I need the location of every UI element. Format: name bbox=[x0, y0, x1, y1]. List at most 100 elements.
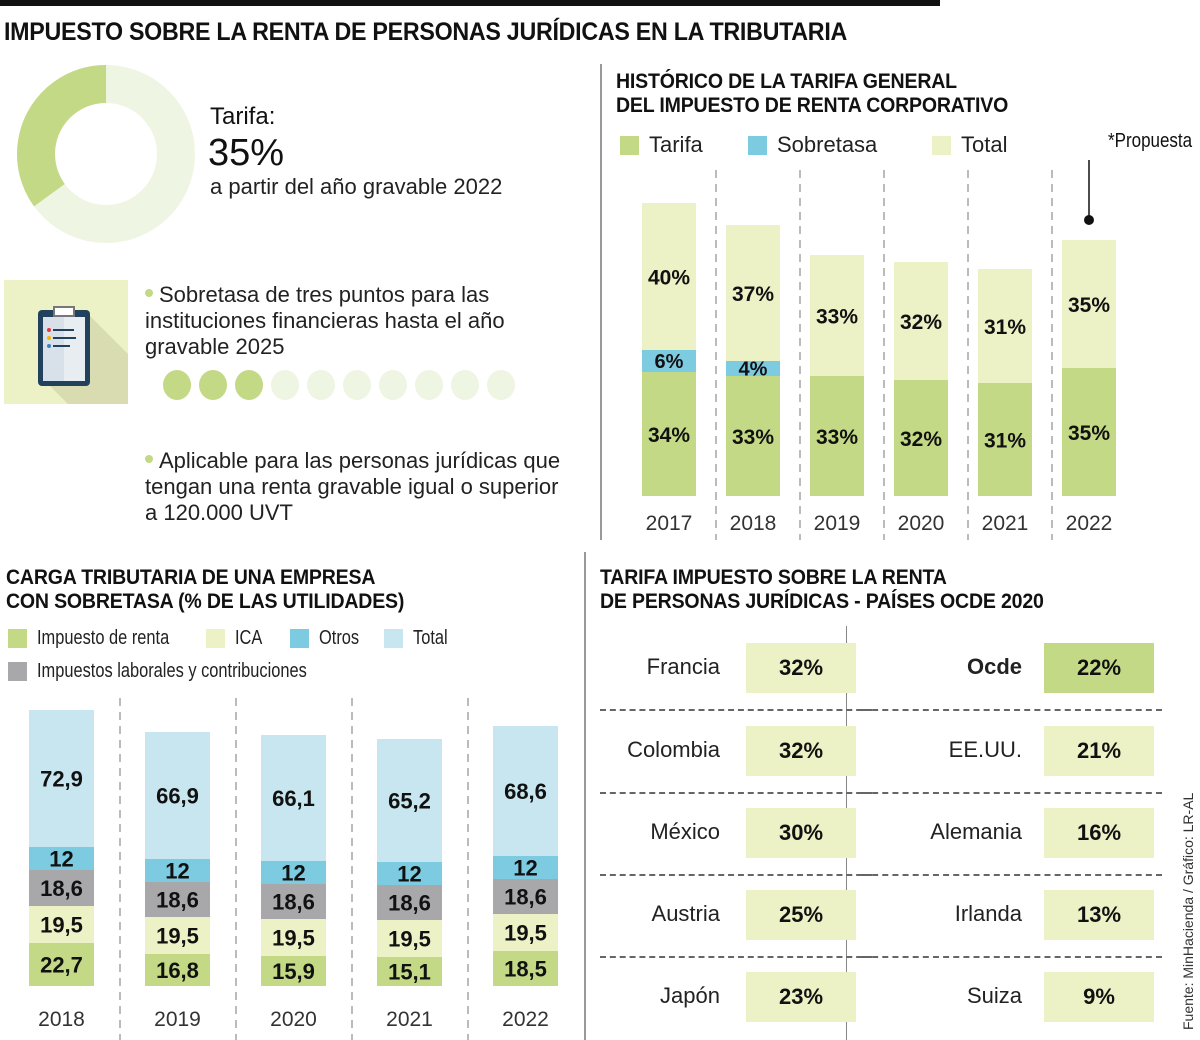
bar-total bbox=[29, 710, 94, 847]
bar-laborales bbox=[261, 884, 326, 919]
legend-label-total: Total bbox=[961, 132, 1008, 157]
bar-laborales bbox=[29, 870, 94, 906]
rate-value: 35% bbox=[208, 132, 285, 174]
bar-otros bbox=[145, 859, 210, 882]
oecd-country-name: Alemania bbox=[930, 819, 1022, 844]
x-tick-label: 2020 bbox=[898, 512, 945, 535]
burden-legend: Otros bbox=[290, 627, 368, 650]
history-title-line: DEL IMPUESTO DE RENTA CORPORATIVO bbox=[616, 94, 1009, 117]
row-separator bbox=[862, 792, 1162, 794]
label-otros: 12 bbox=[49, 847, 73, 872]
bar-impuesto-renta bbox=[261, 956, 326, 986]
bar-tarifa bbox=[978, 383, 1032, 496]
rate-subtitle: a partir del año gravable 2022 bbox=[210, 174, 503, 199]
legend-swatch-otros bbox=[290, 629, 309, 648]
label-laborales: 18,6 bbox=[272, 890, 315, 915]
oecd-country-name: EE.UU. bbox=[948, 737, 1022, 762]
legend-swatch-total bbox=[384, 629, 403, 648]
oecd-country-name: Suiza bbox=[966, 983, 1022, 1008]
page-title: IMPUESTO SOBRE LA RENTA DE PERSONAS JURÍ… bbox=[4, 18, 848, 46]
oecd-rate-cell: 22% bbox=[1044, 643, 1154, 693]
label-total: 66,9 bbox=[156, 784, 199, 809]
bullet-icon bbox=[145, 455, 153, 463]
legend-swatch-tarifa bbox=[620, 135, 639, 155]
history-title-line: HISTÓRICO DE LA TARIFA GENERAL bbox=[616, 70, 957, 93]
oecd-rate-cell: 32% bbox=[746, 726, 856, 776]
row-separator bbox=[600, 709, 872, 711]
bar-total bbox=[261, 735, 326, 861]
burden-chart-title: CARGA TRIBUTARIA DE UNA EMPRESA CON SOBR… bbox=[6, 566, 404, 614]
legend-label-ica: ICA bbox=[235, 627, 263, 649]
burden-legend: Impuestos laborales y contribuciones bbox=[8, 660, 366, 683]
dot-empty bbox=[307, 370, 335, 400]
legend-label-tarifa: Tarifa bbox=[649, 132, 703, 157]
oecd-country-name: Ocde bbox=[966, 654, 1022, 679]
surcharge-points-indicator bbox=[163, 370, 515, 400]
row-separator bbox=[600, 956, 872, 958]
bullet-applicability-text: Aplicable para las personas jurídicas qu… bbox=[145, 448, 561, 525]
label-impuesto-renta: 18,5 bbox=[504, 957, 547, 982]
bar-total bbox=[493, 726, 558, 856]
x-tick-label: 2019 bbox=[814, 512, 861, 535]
bar-total bbox=[377, 739, 442, 862]
label-otros: 12 bbox=[513, 856, 537, 881]
label-tarifa: 32% bbox=[900, 428, 942, 451]
label-ica: 19,5 bbox=[272, 926, 315, 951]
bar-ica bbox=[29, 906, 94, 943]
top-rule bbox=[0, 0, 940, 6]
dot-empty bbox=[487, 370, 515, 400]
bar-ica bbox=[493, 914, 558, 951]
legend-label-impuesto-renta: Impuesto de renta bbox=[37, 627, 170, 649]
bullet-icon bbox=[145, 289, 153, 297]
label-total: 35% bbox=[1068, 294, 1110, 317]
label-tarifa: 35% bbox=[1068, 422, 1110, 445]
bar-impuesto-renta bbox=[493, 951, 558, 986]
label-impuesto-renta: 15,1 bbox=[388, 960, 431, 985]
x-tick-label: 2019 bbox=[154, 1008, 201, 1031]
dot-filled bbox=[199, 370, 227, 400]
bullet-surcharge-text: Sobretasa de tres puntos para las instit… bbox=[145, 282, 505, 359]
burden-title-line: CARGA TRIBUTARIA DE UNA EMPRESA bbox=[6, 566, 376, 589]
bar-impuesto-renta bbox=[145, 954, 210, 986]
row-separator bbox=[862, 874, 1162, 876]
bar-tarifa bbox=[810, 376, 864, 496]
label-impuesto-renta: 15,9 bbox=[272, 959, 315, 984]
label-tarifa: 34% bbox=[648, 424, 690, 447]
label-tarifa: 31% bbox=[984, 430, 1026, 453]
legend-label-laborales: Impuestos laborales y contribuciones bbox=[37, 660, 307, 682]
bar-impuesto-renta bbox=[29, 943, 94, 986]
x-tick-label: 2021 bbox=[386, 1008, 433, 1031]
bar-otros bbox=[493, 856, 558, 879]
oecd-rate-cell: 21% bbox=[1044, 726, 1154, 776]
legend-swatch-total bbox=[932, 135, 951, 155]
label-otros: 12 bbox=[397, 862, 421, 887]
bar-tarifa bbox=[1062, 368, 1116, 496]
oecd-country-name: Colombia bbox=[627, 737, 720, 762]
section-divider bbox=[600, 64, 602, 540]
burden-legend: Impuesto de renta bbox=[8, 627, 198, 650]
rate-donut-chart bbox=[16, 64, 195, 243]
bar-ica bbox=[261, 919, 326, 956]
label-total: 65,2 bbox=[388, 789, 431, 814]
bar-impuesto-renta bbox=[377, 957, 442, 986]
bullet-surcharge: Sobretasa de tres puntos para las instit… bbox=[145, 282, 565, 360]
dot-empty bbox=[415, 370, 443, 400]
label-ica: 19,5 bbox=[504, 921, 547, 946]
rate-label: Tarifa: bbox=[210, 103, 276, 130]
bar-total bbox=[145, 732, 210, 859]
dot-empty bbox=[451, 370, 479, 400]
oecd-rate-cell: 16% bbox=[1044, 808, 1154, 858]
label-ica: 19,5 bbox=[156, 924, 199, 949]
oecd-rate-cell: 13% bbox=[1044, 890, 1154, 940]
proposal-annotation: *Propuesta bbox=[1108, 130, 1193, 152]
label-sobretasa: 4% bbox=[739, 359, 768, 381]
row-separator bbox=[600, 874, 872, 876]
history-legend: Sobretasa bbox=[748, 132, 877, 158]
x-tick-label: 2018 bbox=[38, 1008, 85, 1031]
label-otros: 12 bbox=[165, 859, 189, 884]
bar-sobretasa bbox=[642, 350, 696, 372]
legend-swatch-impuesto-renta bbox=[8, 629, 27, 648]
label-otros: 12 bbox=[281, 861, 305, 886]
label-impuesto-renta: 22,7 bbox=[40, 953, 83, 978]
oecd-rate-cell: 9% bbox=[1044, 972, 1154, 1022]
